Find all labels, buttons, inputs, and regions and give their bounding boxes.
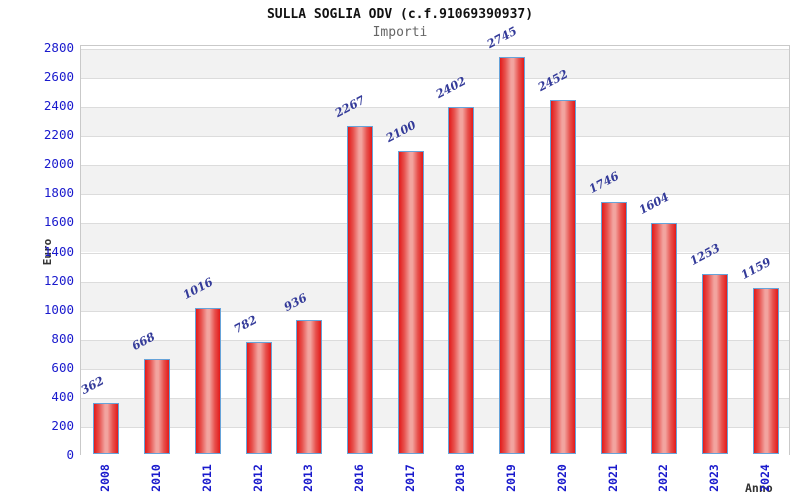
bar-2018 <box>448 106 475 454</box>
bar-2011 <box>194 308 221 454</box>
gridline <box>81 107 789 109</box>
y-tick-1200: 1200 <box>43 272 74 288</box>
y-tick-1000: 1000 <box>43 301 74 317</box>
y-tick-800: 800 <box>51 330 74 346</box>
plot-band <box>81 165 789 195</box>
plot-band <box>81 310 789 340</box>
x-tick-2018: 2018 <box>453 464 468 492</box>
gridline <box>81 194 789 196</box>
plot-area <box>80 45 790 456</box>
x-tick-2017: 2017 <box>402 464 417 492</box>
x-axis-title: Anno <box>745 481 773 495</box>
x-tick-2023: 2023 <box>706 464 721 492</box>
plot-band <box>81 194 789 224</box>
y-tick-200: 200 <box>51 417 74 433</box>
x-tick-2019: 2019 <box>504 464 519 492</box>
chart-title: SULLA SOGLIA ODV (c.f.91069390937) <box>266 7 534 22</box>
x-tick-2010: 2010 <box>149 464 164 492</box>
gridline <box>81 49 789 50</box>
y-tick-400: 400 <box>51 388 74 404</box>
bar-2024 <box>752 287 779 454</box>
x-tick-2013: 2013 <box>301 464 316 492</box>
bar-2008 <box>93 403 120 454</box>
gridline <box>81 252 789 254</box>
x-tick-2011: 2011 <box>199 464 214 492</box>
gridline <box>81 310 789 312</box>
chart-subtitle: Importi <box>372 25 428 40</box>
gridline <box>81 78 789 80</box>
y-tick-1600: 1600 <box>43 214 74 230</box>
bar-2010 <box>144 358 171 454</box>
bar-2012 <box>245 342 272 454</box>
y-tick-2200: 2200 <box>43 127 74 143</box>
y-tick-2600: 2600 <box>43 69 74 85</box>
x-tick-2024: 2024 <box>757 464 772 492</box>
x-tick-2008: 2008 <box>98 464 113 492</box>
gridline <box>81 397 789 399</box>
bar-2019 <box>499 56 526 454</box>
plot-band <box>81 339 789 369</box>
x-tick-2021: 2021 <box>605 464 620 492</box>
y-tick-2800: 2800 <box>43 40 74 55</box>
y-tick-1400: 1400 <box>43 243 74 259</box>
gridline <box>81 339 789 341</box>
bar-2013 <box>296 319 323 454</box>
y-tick-2400: 2400 <box>43 98 74 114</box>
plot-band <box>81 426 789 456</box>
plot-band <box>81 107 789 137</box>
y-tick-1800: 1800 <box>43 185 74 201</box>
plot-band <box>81 78 789 108</box>
gridline <box>81 281 789 283</box>
bar-2023 <box>701 273 728 454</box>
plot-band <box>81 223 789 253</box>
x-tick-2016: 2016 <box>351 464 366 492</box>
y-tick-600: 600 <box>51 359 74 375</box>
y-tick-2000: 2000 <box>43 156 74 172</box>
x-tick-2020: 2020 <box>554 464 569 492</box>
bar-2022 <box>651 222 678 454</box>
plot-band <box>81 136 789 166</box>
gridline <box>81 368 789 370</box>
gridline <box>81 223 789 225</box>
bar-2021 <box>600 202 627 454</box>
bar-2017 <box>397 150 424 454</box>
x-tick-2012: 2012 <box>250 464 265 492</box>
plot-band <box>81 368 789 398</box>
bar-2016 <box>346 126 373 454</box>
gridline <box>81 136 789 138</box>
gridline <box>81 165 789 167</box>
y-tick-0: 0 <box>66 447 74 462</box>
x-tick-2022: 2022 <box>656 464 671 492</box>
plot-band <box>81 252 789 282</box>
bar-2020 <box>549 99 576 454</box>
plot-band <box>81 397 789 427</box>
plot-band <box>81 49 789 79</box>
gridline <box>81 426 789 428</box>
